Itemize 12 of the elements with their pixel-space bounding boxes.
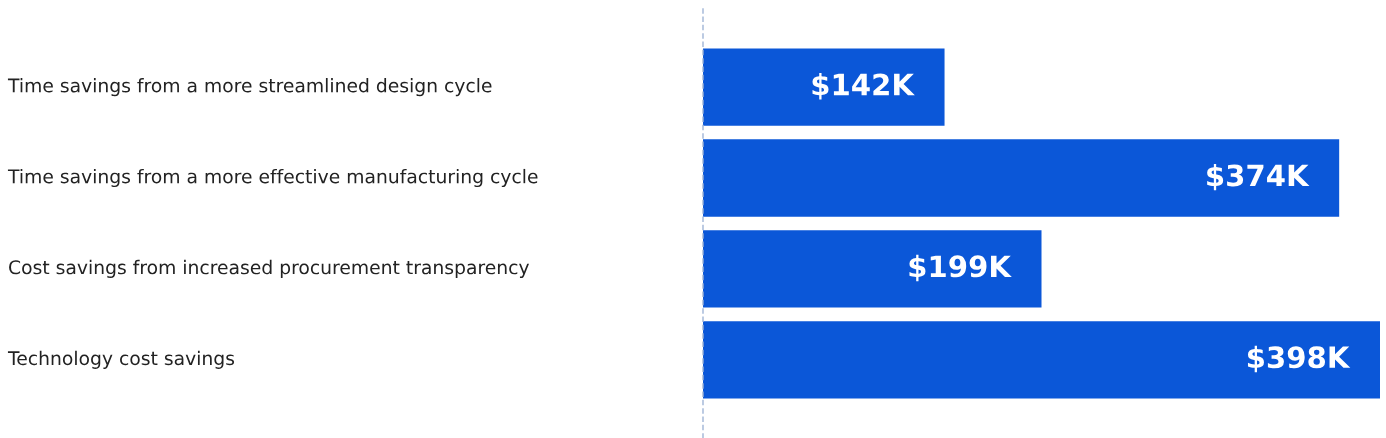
bar bbox=[703, 321, 1380, 399]
y-tick-label: Cost savings from increased procurement transparency bbox=[9, 259, 530, 278]
bar bbox=[703, 48, 945, 126]
bar bbox=[703, 139, 1340, 217]
y-tick-label: Time savings from a more streamlined design cycle bbox=[7, 78, 492, 97]
data-label: $199K bbox=[909, 254, 1012, 282]
y-tick-label: Technology cost savings bbox=[7, 350, 235, 369]
data-label: $398K bbox=[1247, 345, 1351, 373]
bar bbox=[703, 230, 1042, 308]
y-tick-label: Time savings from a more effective manufacturing cycle bbox=[7, 168, 538, 188]
data-label: $142K bbox=[812, 72, 915, 100]
data-label: $374K bbox=[1207, 163, 1310, 191]
